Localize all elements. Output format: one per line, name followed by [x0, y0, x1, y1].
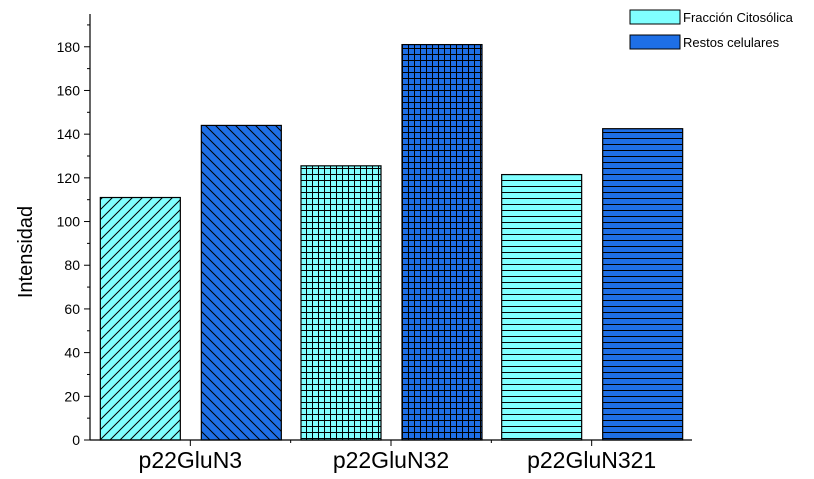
- y-tick-label: 100: [57, 214, 81, 230]
- y-tick-label: 20: [64, 388, 80, 404]
- y-tick-label: 40: [64, 345, 80, 361]
- y-tick-label: 120: [57, 170, 81, 186]
- y-tick-label: 80: [64, 257, 80, 273]
- legend-label-fracci-n-citos-lica: Fracción Citosólica: [683, 10, 794, 25]
- x-labels-group: p22GluN3 p22GluN32 p22GluN321: [139, 440, 656, 473]
- legend-swatch-fracci-n-citos-lica: [629, 9, 681, 25]
- y-tick-label: 0: [72, 432, 80, 448]
- y-tick-label: 160: [57, 82, 81, 98]
- y-ticks-group: 0 20 40 60 80 100 120 140 160 180: [57, 24, 90, 448]
- y-axis-title: Intensidad: [15, 206, 37, 298]
- bar-p22glun32-fracci-n-citos-lica: [300, 165, 382, 441]
- legend: Fracción Citosólica Restos celulares: [629, 9, 794, 50]
- y-tick-label: 140: [57, 126, 81, 142]
- bars-group: [99, 43, 684, 441]
- bar-p22glun3-fracci-n-citos-lica: [99, 196, 181, 441]
- y-tick-label: 60: [64, 301, 80, 317]
- bar-p22glun3-restos-celulares: [200, 124, 282, 441]
- bar-p22glun32-restos-celulares: [401, 43, 483, 441]
- x-category-label: p22GluN3: [139, 447, 243, 473]
- x-category-label: p22GluN321: [527, 447, 656, 473]
- y-tick-label: 180: [57, 39, 81, 55]
- legend-swatch-restos-celulares: [629, 34, 681, 50]
- legend-label-restos-celulares: Restos celulares: [683, 35, 780, 50]
- x-category-label: p22GluN32: [333, 447, 449, 473]
- bar-p22glun321-restos-celulares: [602, 128, 684, 441]
- bar-p22glun321-fracci-n-citos-lica: [501, 173, 583, 441]
